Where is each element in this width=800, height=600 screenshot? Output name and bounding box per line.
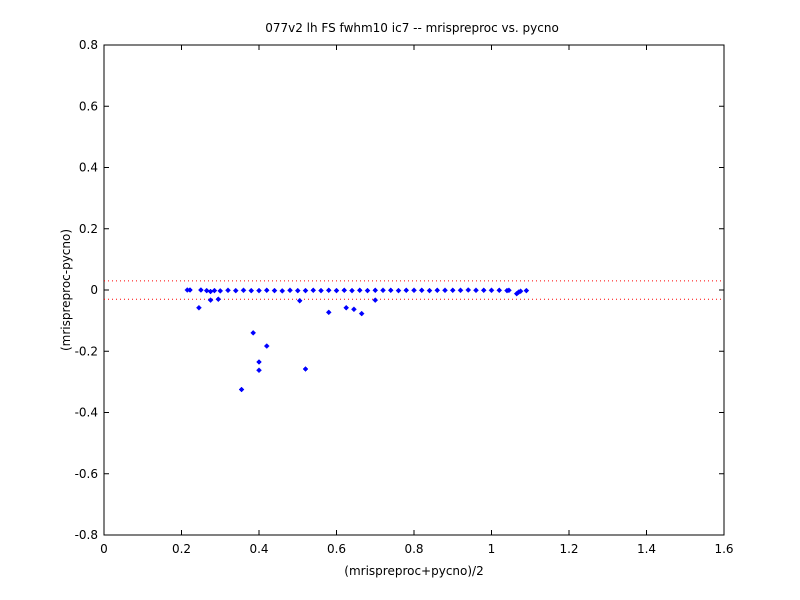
data-point <box>256 359 262 365</box>
data-point <box>488 287 495 294</box>
data-point <box>240 287 247 294</box>
data-point <box>496 287 503 294</box>
data-point <box>294 287 301 294</box>
data-point <box>296 297 303 304</box>
data-point <box>187 287 193 293</box>
y-tick-label: -0.2 <box>75 344 98 358</box>
x-tick-label: 0.6 <box>327 542 346 556</box>
data-point <box>256 287 262 294</box>
data-point <box>207 297 214 303</box>
data-point <box>248 287 255 294</box>
data-point <box>203 287 210 294</box>
data-point <box>302 366 309 372</box>
x-tick-label: 0.2 <box>172 542 191 556</box>
data-point <box>232 287 239 294</box>
x-tick-label: 0.8 <box>404 542 423 556</box>
data-point <box>256 367 262 374</box>
data-point <box>480 287 487 294</box>
y-tick-label: 0.8 <box>79 38 98 52</box>
data-point <box>302 287 309 294</box>
x-axis-ticks: 0 0.2 0.4 0.6 0.8 1 1.2 1.4 1.6 <box>100 45 734 556</box>
x-tick-label: 0 <box>100 542 108 556</box>
y-axis-label: (mrispreproc-pycno) <box>59 229 73 351</box>
data-point <box>263 343 270 349</box>
y-tick-label: -0.6 <box>75 467 98 481</box>
data-point <box>387 287 394 294</box>
data-point <box>318 287 324 294</box>
y-axis-ticks: -0.8 -0.6 -0.4 -0.2 0 0.2 0.4 0.6 0.8 <box>75 38 724 542</box>
data-point <box>351 306 357 313</box>
x-tick-label: 1.6 <box>714 542 733 556</box>
data-point <box>325 287 332 294</box>
data-point <box>364 287 371 294</box>
data-point <box>395 287 402 294</box>
data-point <box>372 287 379 294</box>
data-point <box>434 287 441 294</box>
data-point <box>426 287 433 294</box>
data-point <box>333 287 340 294</box>
data-point <box>250 330 257 336</box>
data-point <box>380 287 386 294</box>
data-point <box>457 287 464 294</box>
data-point <box>442 287 448 294</box>
y-tick-label: 0.6 <box>79 99 98 113</box>
data-point <box>217 288 224 294</box>
data-point <box>356 287 363 294</box>
x-tick-label: 1.2 <box>559 542 578 556</box>
y-tick-label: -0.4 <box>75 406 98 420</box>
data-point <box>271 287 278 294</box>
data-point <box>310 287 317 294</box>
data-point <box>449 287 456 294</box>
data-point <box>403 287 410 294</box>
data-points <box>184 287 530 393</box>
x-tick-label: 0.4 <box>249 542 268 556</box>
y-tick-label: 0 <box>90 283 98 297</box>
y-tick-label: -0.8 <box>75 528 98 542</box>
data-point <box>263 287 270 294</box>
x-tick-label: 1.4 <box>637 542 656 556</box>
data-point <box>473 287 479 294</box>
data-point <box>279 288 286 294</box>
data-point <box>506 287 512 294</box>
chart-title: 077v2 lh FS fwhm10 ic7 -- mrispreproc vs… <box>265 21 559 35</box>
data-point <box>196 304 202 311</box>
data-point <box>517 288 524 295</box>
x-axis-label: (mrispreproc+pycno)/2 <box>344 564 483 578</box>
data-point <box>198 287 204 293</box>
y-tick-label: 0.2 <box>79 222 98 236</box>
data-point <box>325 309 332 316</box>
x-tick-label: 1 <box>488 542 496 556</box>
data-point <box>238 386 245 393</box>
data-point <box>215 296 222 303</box>
y-tick-label: 0.4 <box>79 161 98 175</box>
data-point <box>343 304 350 311</box>
data-point <box>287 287 293 294</box>
data-point <box>211 287 218 294</box>
data-point <box>372 297 379 303</box>
data-point <box>411 287 417 294</box>
data-point <box>349 287 355 294</box>
data-point <box>418 287 425 294</box>
data-point <box>341 287 348 294</box>
data-point <box>225 287 231 294</box>
data-point <box>523 287 530 294</box>
data-point <box>465 287 472 293</box>
data-point <box>358 310 365 317</box>
reference-lines <box>104 280 724 300</box>
